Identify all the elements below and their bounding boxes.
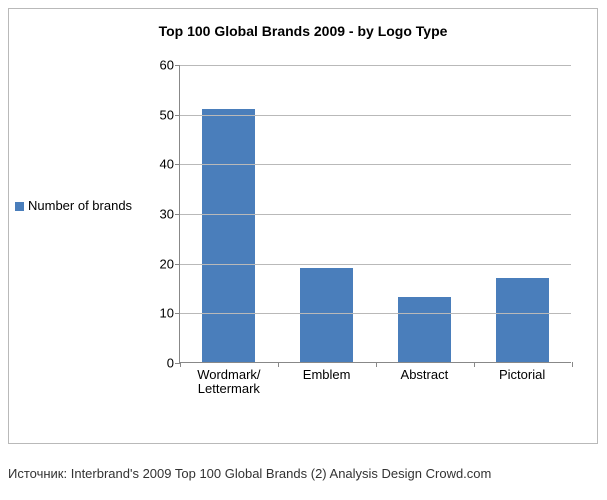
gridline [180, 264, 571, 265]
x-tickmark [278, 362, 279, 367]
plot-area: Wordmark/LettermarkEmblemAbstractPictori… [179, 65, 571, 363]
bar [300, 268, 353, 362]
gridline [180, 214, 571, 215]
gridline [180, 115, 571, 116]
x-axis-label: Wordmark/Lettermark [180, 368, 278, 397]
bar [496, 278, 549, 362]
y-tick-label: 50 [160, 107, 180, 122]
bar [202, 109, 255, 362]
gridline [180, 313, 571, 314]
gridline [180, 164, 571, 165]
y-tick-label: 0 [167, 356, 180, 371]
source-caption: Источник: Interbrand's 2009 Top 100 Glob… [8, 466, 599, 481]
bar [398, 297, 451, 362]
legend-label: Number of brands [28, 199, 132, 214]
y-tick-label: 60 [160, 58, 180, 73]
x-tickmark [474, 362, 475, 367]
x-tickmark [572, 362, 573, 367]
x-tickmark [180, 362, 181, 367]
legend-swatch [15, 202, 24, 211]
x-axis-label: Pictorial [473, 368, 571, 397]
x-axis-labels: Wordmark/LettermarkEmblemAbstractPictori… [180, 362, 571, 397]
chart-container: Top 100 Global Brands 2009 - by Logo Typ… [8, 8, 598, 444]
y-tick-label: 20 [160, 256, 180, 271]
y-tick-label: 40 [160, 157, 180, 172]
legend: Number of brands [15, 199, 132, 214]
y-tick-label: 30 [160, 207, 180, 222]
chart-title: Top 100 Global Brands 2009 - by Logo Typ… [9, 23, 597, 39]
x-axis-label: Emblem [278, 368, 376, 397]
gridline [180, 65, 571, 66]
y-tick-label: 10 [160, 306, 180, 321]
x-tickmark [376, 362, 377, 367]
x-axis-label: Abstract [376, 368, 474, 397]
